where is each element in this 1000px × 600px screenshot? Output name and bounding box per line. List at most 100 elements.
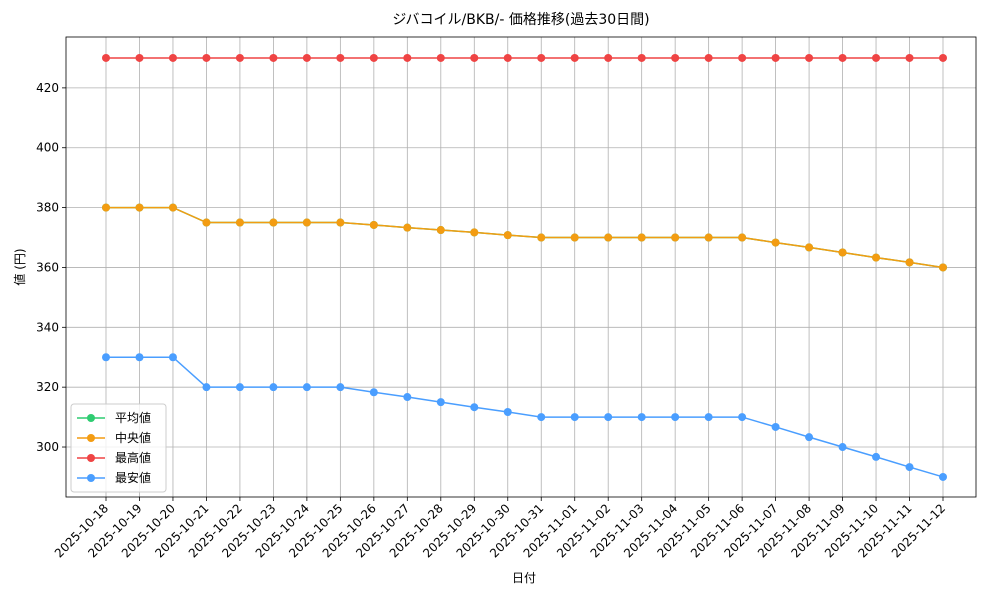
data-point [269, 383, 278, 392]
data-point [336, 218, 345, 227]
data-point [369, 388, 378, 397]
data-point [771, 53, 780, 62]
data-point [102, 53, 110, 62]
data-point [135, 353, 144, 362]
data-point [771, 422, 780, 431]
y-tick-label: 320 [36, 380, 59, 394]
data-point [704, 53, 713, 62]
data-point [939, 263, 947, 272]
data-point [336, 383, 345, 392]
data-point [202, 53, 211, 62]
legend-label: 中央値 [115, 430, 151, 445]
data-point [838, 443, 847, 452]
data-point [168, 353, 177, 362]
plot-frame [65, 36, 977, 498]
data-point [738, 233, 747, 242]
data-point [302, 218, 311, 227]
data-point [436, 398, 445, 407]
data-point [168, 203, 177, 212]
x-axis-label: 日付 [512, 571, 536, 585]
series-line [106, 206, 944, 269]
data-point [235, 218, 244, 227]
legend-marker [87, 434, 95, 442]
series-line [106, 206, 944, 269]
legend-label: 最安値 [115, 470, 151, 485]
data-point [369, 53, 378, 62]
data-point [403, 223, 412, 232]
data-point [939, 472, 947, 481]
data-point [269, 53, 278, 62]
data-point [671, 53, 680, 62]
legend-marker [87, 454, 95, 462]
data-point [537, 53, 546, 62]
data-point [168, 53, 177, 62]
data-point [403, 53, 412, 62]
data-point [671, 233, 680, 242]
legend-label: 最高値 [115, 450, 151, 465]
data-point [235, 383, 244, 392]
data-point [604, 233, 613, 242]
data-point [470, 403, 479, 412]
data-point [637, 413, 646, 422]
data-point [537, 233, 546, 242]
data-point [905, 463, 914, 472]
data-point [738, 413, 747, 422]
legend-label: 平均値 [115, 410, 151, 425]
data-point [671, 413, 680, 422]
data-point [302, 53, 311, 62]
data-point [235, 53, 244, 62]
data-point [805, 53, 814, 62]
y-axis-label: 値 (円) [12, 248, 27, 285]
data-point [202, 383, 211, 392]
y-tick-label: 300 [36, 440, 59, 454]
data-point [403, 393, 412, 402]
data-point [102, 353, 110, 362]
data-point [838, 53, 847, 62]
data-point [369, 220, 378, 229]
data-point [570, 413, 579, 422]
data-point [637, 53, 646, 62]
legend-frame [70, 403, 167, 493]
data-point [704, 233, 713, 242]
data-point [336, 53, 345, 62]
data-point [503, 231, 512, 240]
data-point [436, 226, 445, 235]
data-point [436, 53, 445, 62]
data-point [604, 413, 613, 422]
data-point [135, 203, 144, 212]
data-point [939, 53, 947, 62]
data-point [135, 53, 144, 62]
data-point [872, 253, 881, 262]
data-point [302, 383, 311, 392]
y-tick-label: 340 [36, 320, 59, 334]
data-point [771, 238, 780, 247]
y-tick-label: 360 [36, 260, 59, 274]
y-tick-label: 400 [36, 141, 59, 155]
data-point [704, 413, 713, 422]
data-point [570, 53, 579, 62]
data-point [570, 233, 579, 242]
y-tick-label: 420 [36, 81, 59, 95]
data-point [838, 248, 847, 257]
legend-marker [87, 414, 95, 422]
data-point [537, 413, 546, 422]
data-point [905, 53, 914, 62]
data-point [202, 218, 211, 227]
chart-title: ジバコイル/BKB/- 価格推移(過去30日間) [392, 12, 649, 28]
data-point [805, 433, 814, 442]
data-point [102, 203, 110, 212]
data-point [805, 243, 814, 252]
data-point [269, 218, 278, 227]
y-tick-label: 380 [36, 201, 59, 215]
data-point [738, 53, 747, 62]
data-point [872, 452, 881, 461]
data-point [905, 258, 914, 267]
data-point [872, 53, 881, 62]
data-point [604, 53, 613, 62]
data-point [470, 228, 479, 237]
legend-marker [87, 474, 95, 482]
data-point [503, 53, 512, 62]
data-point [637, 233, 646, 242]
